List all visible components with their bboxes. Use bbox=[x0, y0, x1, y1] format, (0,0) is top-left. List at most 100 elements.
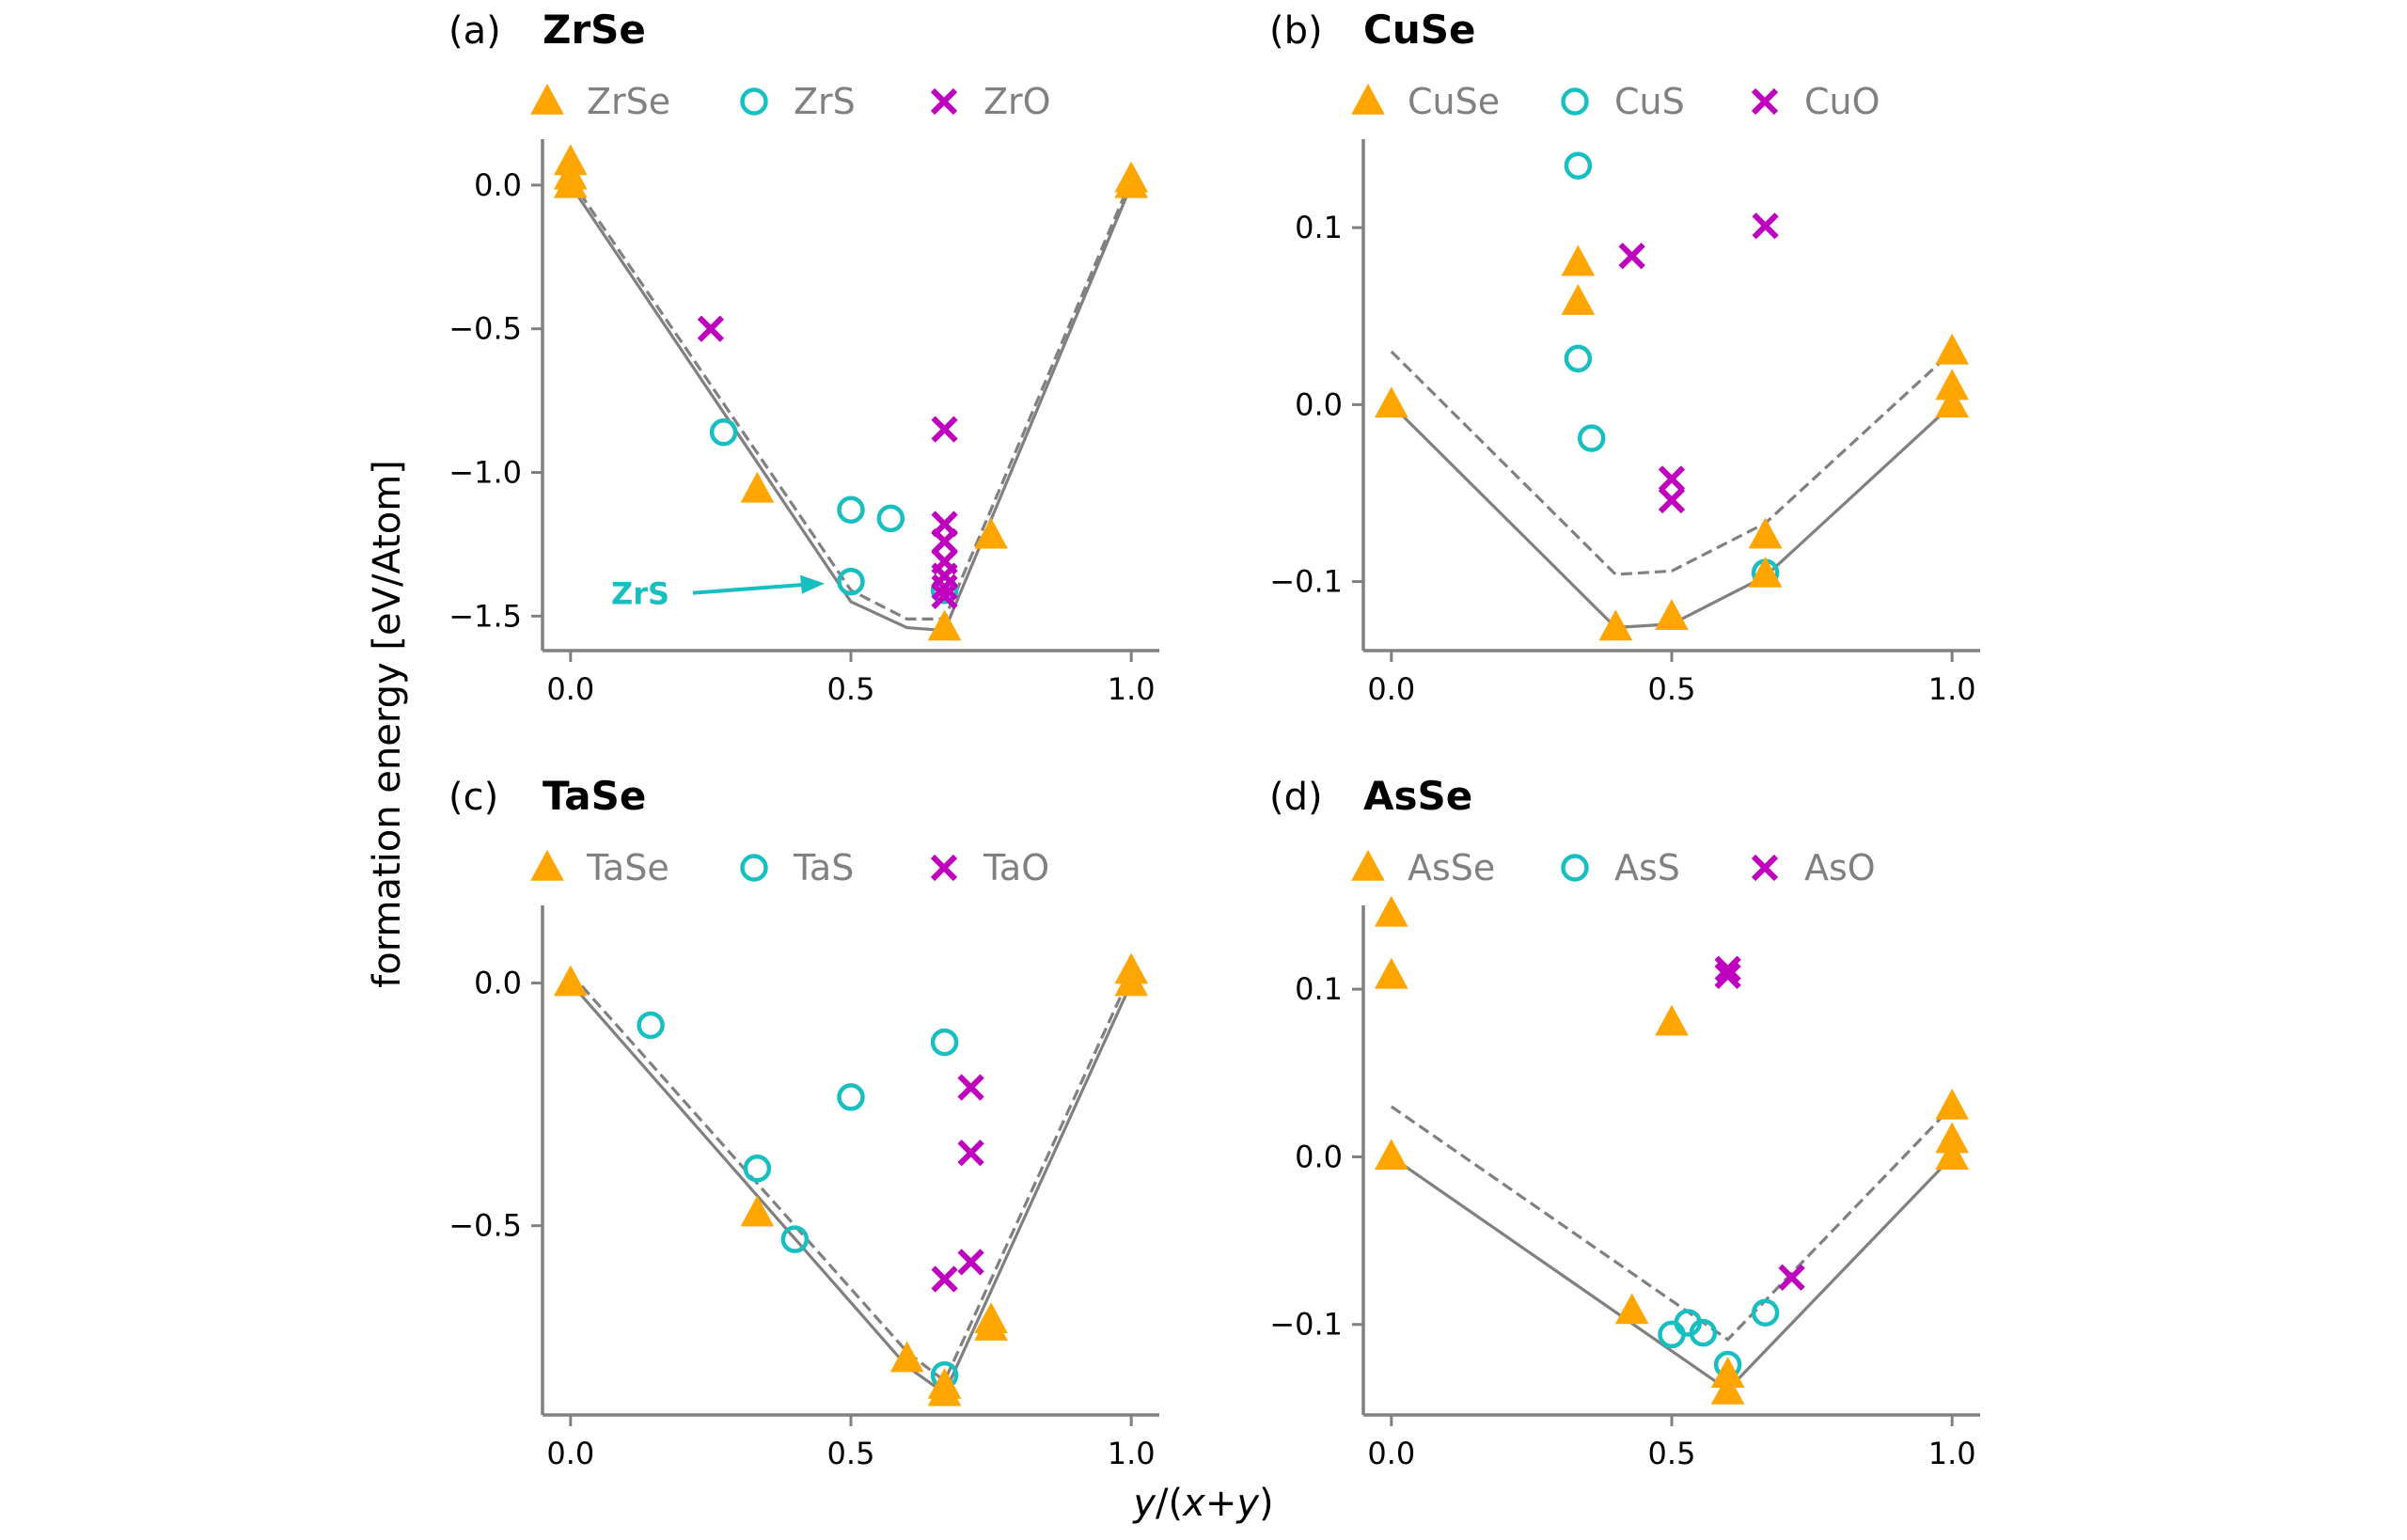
data-point-tase bbox=[1114, 965, 1149, 997]
y-axis-label: formation energy [eV/Atom] bbox=[366, 460, 409, 988]
legend-label: AsS bbox=[1614, 847, 1680, 888]
data-point-cuo bbox=[1658, 465, 1686, 493]
data-point-tas bbox=[837, 1083, 865, 1111]
data-point-tao bbox=[931, 1265, 958, 1293]
data-point-tas bbox=[780, 1225, 810, 1253]
legend-marker-cross bbox=[1751, 87, 1779, 116]
data-point-zrs bbox=[837, 567, 865, 596]
data-point-cuse bbox=[1655, 599, 1689, 630]
annotation-label: ZrS bbox=[611, 576, 669, 612]
data-point-cuo bbox=[1618, 243, 1645, 270]
data-point-asse bbox=[1374, 1139, 1408, 1171]
x-tick-label: 0.5 bbox=[827, 1436, 875, 1471]
hull-dashed-line bbox=[1390, 350, 1954, 576]
legend-marker-cross bbox=[930, 854, 958, 882]
hull-dashed-line bbox=[569, 178, 1133, 621]
data-point-zrse bbox=[740, 471, 775, 503]
data-point-zrs bbox=[876, 504, 905, 533]
legend-marker-cross bbox=[1751, 854, 1779, 882]
data-point-aso bbox=[1714, 962, 1741, 990]
data-point-tao bbox=[957, 1074, 984, 1101]
chart-panel-cuse: 0.0 0.5 1.0 0.1 0.0 −0.1 (b) CuSe CuSe CuS CuO bbox=[1269, 7, 1980, 707]
legend-label: ZrO bbox=[983, 81, 1051, 122]
data-point-zrse bbox=[974, 517, 1008, 549]
y-tick-label: −1.0 bbox=[448, 455, 522, 491]
data-point-cuse bbox=[1935, 386, 1970, 418]
x-tick-label: 0.0 bbox=[1367, 1436, 1415, 1471]
y-tick-label: −0.1 bbox=[1269, 1307, 1343, 1343]
data-point-aso bbox=[1714, 955, 1741, 982]
legend-marker-triangle bbox=[1351, 849, 1385, 881]
data-point-tase bbox=[740, 1195, 775, 1227]
data-point-asse bbox=[1374, 895, 1408, 927]
hull-dashed-line bbox=[569, 972, 1133, 1384]
y-tick-label: −0.5 bbox=[448, 1208, 522, 1244]
hull-solid-line bbox=[1390, 403, 1954, 630]
legend-marker-triangle bbox=[530, 849, 564, 881]
chart-panel-tase: 0.0 0.5 1.0 0.0 −0.5 (c) TaSe TaSe TaS TaO bbox=[448, 773, 1159, 1471]
panel-label: (a) bbox=[448, 9, 501, 53]
x-tick-label: 0.5 bbox=[827, 671, 875, 707]
y-tick-label: −0.1 bbox=[1269, 564, 1343, 600]
y-tick-label: 0.1 bbox=[1295, 210, 1343, 245]
hull-solid-line bbox=[569, 184, 1133, 633]
data-point-zrs bbox=[709, 417, 738, 447]
data-point-zro bbox=[931, 527, 958, 555]
data-point-zro bbox=[931, 582, 958, 610]
data-point-ass bbox=[1658, 1320, 1686, 1349]
panel-title: TaSe bbox=[543, 773, 646, 819]
panel-label: (b) bbox=[1269, 9, 1323, 53]
x-tick-label: 0.0 bbox=[546, 1436, 594, 1471]
data-point-cus bbox=[1564, 151, 1593, 180]
hull-solid-line bbox=[569, 982, 1133, 1396]
annotation-arrow-head bbox=[800, 574, 825, 594]
legend-marker-triangle bbox=[530, 83, 564, 115]
data-point-cuse bbox=[1748, 517, 1783, 549]
legend-label: AsO bbox=[1804, 847, 1876, 888]
x-tick-label: 0.0 bbox=[546, 671, 594, 707]
data-point-cuse bbox=[1561, 284, 1596, 315]
y-tick-label: 0.1 bbox=[1295, 971, 1343, 1007]
legend-label: CuS bbox=[1614, 81, 1685, 122]
legend-marker-triangle bbox=[1351, 83, 1385, 115]
y-tick-label: −1.5 bbox=[448, 598, 522, 634]
legend-label: AsSe bbox=[1408, 847, 1495, 888]
x-tick-label: 0.5 bbox=[1648, 1436, 1696, 1471]
data-point-cuse bbox=[1598, 609, 1633, 641]
hull-dashed-line bbox=[1390, 1105, 1954, 1342]
y-tick-label: 0.0 bbox=[474, 167, 522, 203]
panel-title: CuSe bbox=[1363, 7, 1475, 53]
data-point-cus bbox=[1564, 344, 1593, 373]
legend-marker-circle bbox=[740, 854, 768, 882]
legend-label: ZrSe bbox=[587, 81, 670, 122]
data-point-asse bbox=[1935, 1088, 1970, 1120]
panel-title: AsSe bbox=[1363, 773, 1472, 819]
data-point-cus bbox=[1577, 424, 1606, 452]
data-point-zro bbox=[697, 315, 725, 342]
data-point-tao bbox=[957, 1139, 984, 1167]
data-point-zrs bbox=[837, 495, 865, 524]
data-point-zrse bbox=[1114, 166, 1149, 198]
data-point-cuse bbox=[1561, 244, 1596, 276]
legend-label: TaS bbox=[793, 847, 854, 888]
legend-marker-circle bbox=[1561, 854, 1589, 882]
data-point-ass bbox=[1751, 1298, 1780, 1327]
legend-marker-circle bbox=[1561, 87, 1589, 116]
x-tick-label: 1.0 bbox=[1108, 1436, 1156, 1471]
y-tick-label: 0.0 bbox=[1295, 1139, 1343, 1174]
data-point-cuo bbox=[1752, 212, 1779, 240]
data-point-zrse bbox=[927, 609, 962, 641]
data-point-cuse bbox=[1935, 333, 1970, 365]
data-point-cuo bbox=[1658, 486, 1686, 514]
x-tick-label: 0.0 bbox=[1367, 671, 1415, 707]
data-point-tas bbox=[743, 1155, 772, 1183]
y-tick-label: 0.0 bbox=[1295, 386, 1343, 422]
data-point-tase bbox=[974, 1309, 1008, 1341]
chart-panel-zrse: 0.0 0.5 1.0 0.0 −0.5 −1.0 −1.5 (a) ZrSe ZrSe ZrS Zr… bbox=[448, 7, 1159, 707]
annotation-arrow-line bbox=[692, 582, 809, 595]
legend-label: CuSe bbox=[1408, 81, 1500, 122]
data-point-asse bbox=[1655, 1004, 1689, 1036]
data-point-ass bbox=[1689, 1318, 1718, 1347]
y-tick-label: −0.5 bbox=[448, 311, 522, 347]
